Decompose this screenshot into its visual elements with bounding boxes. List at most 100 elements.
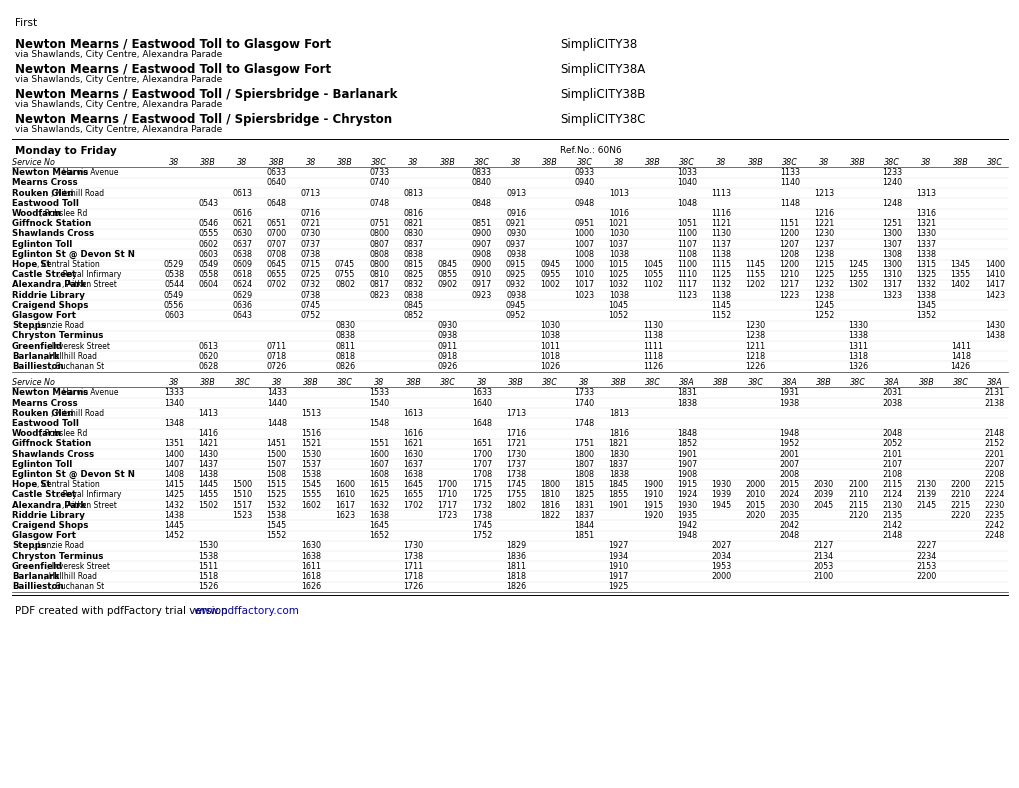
Text: 1452: 1452 — [164, 531, 184, 541]
Text: 0830: 0830 — [335, 322, 355, 330]
Text: 1945: 1945 — [710, 500, 731, 510]
Text: 1523: 1523 — [232, 511, 253, 520]
Text: 38: 38 — [237, 158, 248, 167]
Text: 1515: 1515 — [266, 480, 286, 489]
Text: 2001: 2001 — [779, 450, 799, 459]
Text: 1121: 1121 — [710, 219, 731, 229]
Text: 1715: 1715 — [472, 480, 491, 489]
Text: 1416: 1416 — [198, 429, 218, 438]
Text: 0630: 0630 — [232, 229, 253, 239]
Text: 1126: 1126 — [642, 362, 662, 371]
Text: 0838: 0838 — [404, 291, 423, 299]
Text: 38B: 38B — [850, 158, 865, 167]
Text: 2039: 2039 — [813, 490, 834, 500]
Text: 1852: 1852 — [677, 440, 697, 448]
Text: Newton Mearns: Newton Mearns — [12, 168, 88, 177]
Text: 38B: 38B — [269, 158, 284, 167]
Text: 1934: 1934 — [608, 552, 628, 560]
Text: 0558: 0558 — [198, 270, 218, 279]
Text: 0845: 0845 — [404, 301, 423, 310]
Text: , Aitken Street: , Aitken Street — [61, 500, 116, 510]
Text: 0852: 0852 — [403, 311, 423, 320]
Text: 2108: 2108 — [881, 470, 902, 479]
Text: 38A: 38A — [781, 378, 797, 387]
Text: 2148: 2148 — [984, 429, 1004, 438]
Text: 1930: 1930 — [710, 480, 731, 489]
Text: 0800: 0800 — [369, 229, 389, 239]
Text: 1530: 1530 — [301, 450, 321, 459]
Text: 1033: 1033 — [677, 168, 696, 177]
Text: 1245: 1245 — [847, 260, 867, 269]
Text: 2024: 2024 — [779, 490, 799, 500]
Text: 1337: 1337 — [915, 240, 935, 248]
Text: 0940: 0940 — [574, 178, 594, 188]
Text: 1952: 1952 — [779, 440, 799, 448]
Text: 1351: 1351 — [164, 440, 184, 448]
Text: 38: 38 — [476, 378, 486, 387]
Text: 1055: 1055 — [642, 270, 662, 279]
Text: 1355: 1355 — [950, 270, 970, 279]
Text: 1707: 1707 — [472, 460, 491, 469]
Text: 1837: 1837 — [608, 460, 628, 469]
Text: 1816: 1816 — [608, 429, 628, 438]
Text: 2034: 2034 — [710, 552, 731, 560]
Text: 38B: 38B — [644, 158, 660, 167]
Text: Woodfarm: Woodfarm — [12, 209, 62, 218]
Text: 1207: 1207 — [779, 240, 799, 248]
Text: 0556: 0556 — [164, 301, 184, 310]
Text: 38C: 38C — [883, 158, 900, 167]
Text: Newton Mearns: Newton Mearns — [12, 388, 88, 397]
Text: 1638: 1638 — [404, 470, 423, 479]
Text: 0629: 0629 — [232, 291, 253, 299]
Text: 1633: 1633 — [472, 388, 491, 397]
Text: 1831: 1831 — [574, 500, 594, 510]
Text: 1830: 1830 — [608, 450, 628, 459]
Text: 1818: 1818 — [505, 572, 526, 581]
Text: 38: 38 — [613, 158, 624, 167]
Text: www.pdffactory.com: www.pdffactory.com — [194, 607, 300, 616]
Text: 1426: 1426 — [950, 362, 970, 371]
Text: Alexandra Park: Alexandra Park — [12, 500, 87, 510]
Text: 2007: 2007 — [779, 460, 799, 469]
Text: 1942: 1942 — [677, 521, 697, 530]
Text: 0752: 0752 — [301, 311, 321, 320]
Text: 0655: 0655 — [266, 270, 286, 279]
Text: 38B: 38B — [952, 158, 968, 167]
Text: 2215: 2215 — [950, 500, 970, 510]
Text: 1938: 1938 — [779, 399, 799, 407]
Text: 1213: 1213 — [813, 188, 834, 198]
Text: 1948: 1948 — [779, 429, 799, 438]
Text: 38B: 38B — [507, 378, 524, 387]
Text: 1623: 1623 — [334, 511, 355, 520]
Text: 2015: 2015 — [745, 500, 765, 510]
Text: Shawlands Cross: Shawlands Cross — [12, 229, 94, 239]
Text: 1221: 1221 — [813, 219, 834, 229]
Text: 1100: 1100 — [677, 260, 696, 269]
Text: 1018: 1018 — [540, 351, 559, 361]
Text: 1548: 1548 — [369, 419, 389, 428]
Text: 1016: 1016 — [608, 209, 628, 218]
Text: , Robslee Rd: , Robslee Rd — [41, 209, 88, 218]
Text: 1900: 1900 — [642, 480, 662, 489]
Text: 2038: 2038 — [881, 399, 902, 407]
Text: 1200: 1200 — [779, 260, 799, 269]
Text: 38B: 38B — [200, 158, 216, 167]
Text: 0938: 0938 — [437, 332, 458, 340]
Text: 0926: 0926 — [437, 362, 458, 371]
Text: 1316: 1316 — [916, 209, 935, 218]
Text: 38: 38 — [306, 158, 316, 167]
Text: 2115: 2115 — [847, 500, 867, 510]
Text: 38B: 38B — [815, 378, 830, 387]
Text: 1321: 1321 — [915, 219, 935, 229]
Text: 2027: 2027 — [710, 541, 731, 550]
Text: , Buchanan St: , Buchanan St — [51, 362, 104, 371]
Text: 0813: 0813 — [404, 188, 423, 198]
Text: 1910: 1910 — [642, 490, 662, 500]
Text: 1030: 1030 — [608, 229, 628, 239]
Text: 1939: 1939 — [710, 490, 731, 500]
Text: , Central Station: , Central Station — [37, 480, 100, 489]
Text: 0613: 0613 — [198, 342, 218, 351]
Text: 0823: 0823 — [369, 291, 389, 299]
Text: 1000: 1000 — [574, 229, 594, 239]
Text: 38A: 38A — [883, 378, 900, 387]
